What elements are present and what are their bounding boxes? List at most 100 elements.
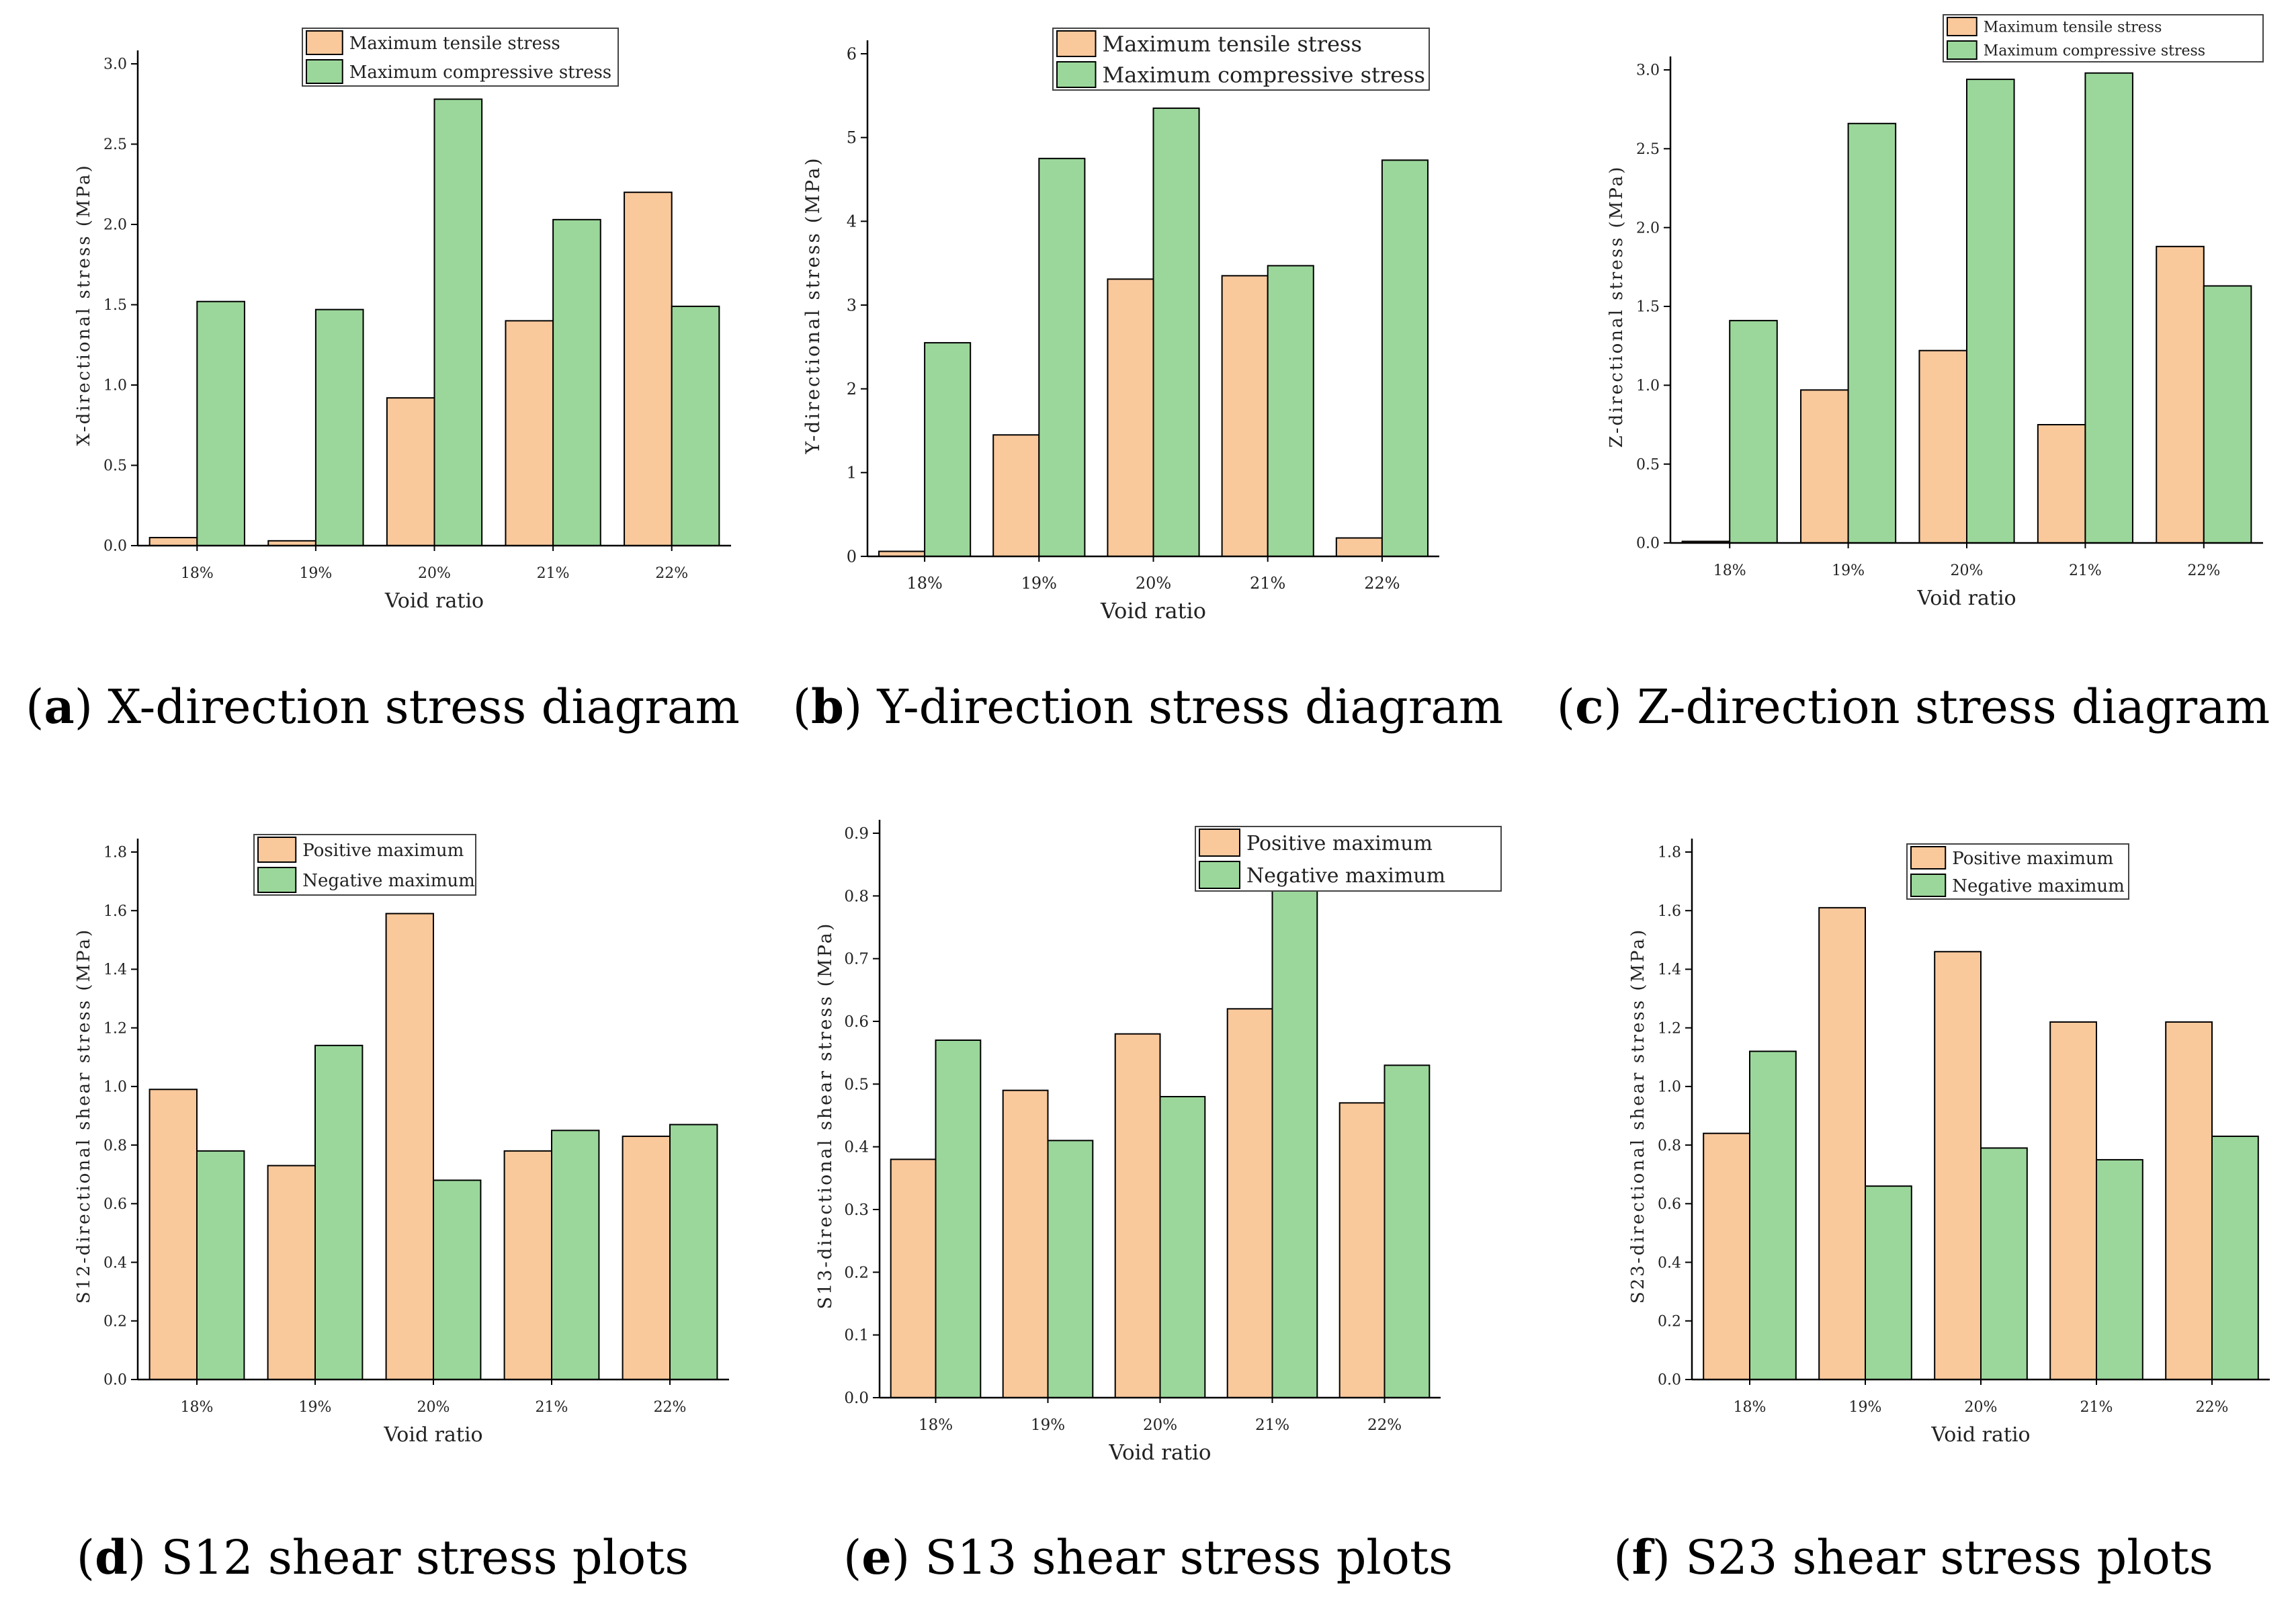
legend-label: Maximum compressive stress	[1984, 42, 2205, 59]
y-tick-label: 1.2	[103, 1020, 127, 1037]
bar-series2	[314, 1044, 364, 1380]
y-tick-label: 0.2	[844, 1264, 869, 1281]
legend-label: Negative maximum	[1246, 864, 1445, 888]
legend-label: Maximum tensile stress	[1984, 19, 2162, 36]
legend-swatch	[1056, 61, 1097, 88]
legend-swatch	[1910, 846, 1947, 870]
bar-series2	[1159, 1096, 1206, 1398]
caption-letter: b	[810, 679, 844, 734]
legend-label: Maximum tensile stress	[1103, 32, 1362, 57]
y-axis-label: X-directional stress (MPa)	[74, 163, 94, 446]
legend: Maximum tensile stress Maximum compressiv…	[1943, 14, 2264, 62]
legend-swatch	[1947, 40, 1978, 60]
x-tick-label: 19%	[299, 565, 332, 582]
y-tick-label: 2.5	[103, 136, 127, 153]
x-axis-label: Void ratio	[1930, 1423, 2030, 1447]
caption-e: (e) S13 shear stress plots	[843, 1529, 1453, 1585]
x-tick-label: 21%	[1250, 574, 1285, 593]
x-tick-label: 22%	[1367, 1416, 1402, 1434]
x-tick-label: 19%	[299, 1399, 332, 1416]
caption-letter: f	[1631, 1529, 1652, 1585]
caption-text: S12 shear stress plots	[146, 1530, 689, 1585]
x-axis-label: Void ratio	[1100, 598, 1206, 624]
bar-series2	[2203, 285, 2252, 544]
bar-series2	[2096, 1158, 2143, 1381]
chart-x-direction: 0.0 0.5 1.0 1.5 2.0 2.5 3.0 18% 19% 20% 21% 22% Void…	[74, 28, 731, 613]
y-tick-label: 2.0	[103, 217, 127, 234]
y-tick-label: 2.0	[1636, 220, 1660, 237]
x-tick-label: 21%	[2080, 1399, 2113, 1416]
bar-series2	[1267, 265, 1314, 557]
x-tick-label: 19%	[1849, 1399, 1882, 1416]
x-tick-label: 19%	[1031, 1416, 1065, 1434]
bar-series1	[1335, 537, 1383, 557]
legend-label: Maximum compressive stress	[349, 62, 611, 83]
bar-series2	[1865, 1185, 1912, 1381]
y-tick-label: 1.8	[1658, 845, 1681, 861]
x-tick-label: 21%	[1255, 1416, 1289, 1434]
y-tick-label: 0.6	[1658, 1196, 1681, 1213]
caption-text: X-direction stress diagram	[93, 679, 740, 734]
caption-letter: a	[44, 679, 75, 734]
bar-series1	[386, 397, 435, 546]
x-tick-label: 20%	[417, 1399, 450, 1416]
y-tick-label: 5	[847, 128, 857, 147]
y-tick-label: 0.9	[844, 825, 869, 843]
y-tick-label: 0.6	[844, 1013, 869, 1031]
bar-series1	[1338, 1102, 1386, 1398]
y-axis-label: Y-directional stress (MPa)	[802, 156, 824, 454]
y-axis-label: Z-directional stress (MPa)	[1607, 165, 1627, 448]
legend-swatch	[1199, 829, 1240, 857]
x-tick-label: 20%	[1136, 574, 1171, 593]
legend-label: Positive maximum	[1952, 849, 2113, 869]
legend-box	[302, 28, 619, 87]
bar-series2	[1384, 1064, 1431, 1398]
bar-series2	[1152, 108, 1200, 558]
caption-letter: d	[95, 1529, 128, 1585]
bar-series1	[890, 1158, 937, 1398]
y-tick-label: 0.4	[103, 1255, 127, 1271]
y-tick-label: 0.0	[1658, 1372, 1681, 1389]
bar-series1	[1818, 906, 1867, 1381]
x-tick-label: 20%	[418, 565, 451, 582]
bar-series2	[433, 98, 483, 546]
x-tick-label: 18%	[919, 1416, 953, 1434]
bar-series2	[1749, 1050, 1797, 1380]
bar-series1	[622, 1136, 671, 1380]
bar-series1	[267, 1164, 316, 1381]
x-tick-label: 22%	[1364, 574, 1400, 593]
legend-swatch	[257, 867, 297, 893]
panel-e: 0.0 0.1 0.2 0.3 0.4 0.5 0.6 0.7 0.8 0.9 18% 19% 20% 2…	[765, 805, 1531, 1610]
bar-series2	[924, 342, 972, 557]
x-tick-label: 18%	[181, 1399, 214, 1416]
y-tick-label: 0.5	[103, 458, 127, 474]
bar-series1	[1114, 1033, 1161, 1398]
bar-series2	[1271, 851, 1318, 1398]
x-axis-label: Void ratio	[1916, 587, 2016, 610]
x-axis-label: Void ratio	[384, 589, 484, 613]
bar-series1	[1918, 349, 1967, 544]
bar-series1	[503, 1150, 552, 1380]
y-tick-label: 1.0	[1636, 378, 1660, 394]
bar-series1	[1221, 275, 1269, 557]
bar-series1	[1002, 1089, 1049, 1398]
bar-series1	[2037, 424, 2086, 544]
caption-f: (f) S23 shear stress plots	[1613, 1529, 2213, 1585]
bar-series2	[433, 1179, 482, 1380]
y-tick-label: 1.0	[1658, 1079, 1681, 1096]
chart-s12-shear: 0.0 0.2 0.4 0.6 0.8 1.0 1.2 1.4 1.6 1.8 18% 19% 20% 2…	[74, 834, 729, 1447]
bar-series1	[385, 913, 434, 1381]
legend: Maximum tensile stress Maximum compressiv…	[1052, 28, 1430, 91]
x-tick-label: 21%	[537, 565, 570, 582]
y-tick-label: 6	[847, 44, 857, 63]
bar-series2	[196, 1150, 245, 1380]
panel-b: 0 1 2 3 4 5 6 18% 19% 20% 21% 22% Void ratio Y-direct…	[765, 0, 1531, 805]
legend-label: Positive maximum	[302, 841, 464, 861]
panel-a: 0.0 0.5 1.0 1.5 2.0 2.5 3.0 18% 19% 20% 21% 22% Void…	[0, 0, 765, 805]
bar-series2	[314, 308, 364, 546]
legend-box	[1052, 28, 1430, 91]
x-tick-label: 22%	[2187, 562, 2220, 579]
bar-series2	[552, 218, 601, 546]
x-tick-label: 20%	[1143, 1416, 1177, 1434]
caption-c: (c) Z-direction stress diagram	[1556, 679, 2270, 734]
